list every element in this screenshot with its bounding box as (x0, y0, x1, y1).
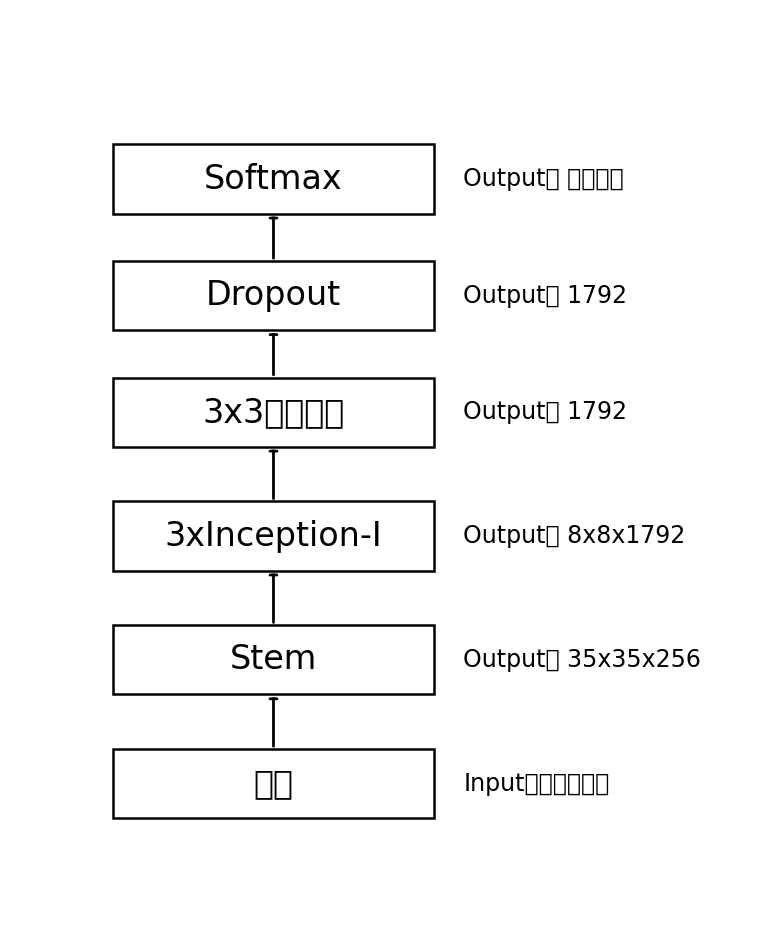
Text: Output： 1792: Output： 1792 (463, 284, 627, 307)
Bar (113, 501, 434, 570)
Text: Output： 35x35x256: Output： 35x35x256 (463, 648, 701, 672)
Text: Input：预处理图片: Input：预处理图片 (463, 772, 610, 796)
Text: Output： 1792: Output： 1792 (463, 400, 627, 424)
Text: 3x3平均池化: 3x3平均池化 (203, 395, 344, 429)
Text: 3xInception-I: 3xInception-I (164, 519, 382, 552)
Bar (113, 261, 434, 330)
Text: Dropout: Dropout (206, 279, 341, 312)
Bar (113, 749, 434, 818)
Text: Output： 病害类型: Output： 病害类型 (463, 167, 623, 191)
Text: Softmax: Softmax (204, 163, 343, 196)
Text: Output： 8x8x1792: Output： 8x8x1792 (463, 524, 685, 548)
Text: Stem: Stem (230, 643, 317, 676)
Text: 输入: 输入 (253, 767, 294, 800)
Bar (113, 625, 434, 694)
Bar (113, 377, 434, 447)
Bar (113, 145, 434, 214)
